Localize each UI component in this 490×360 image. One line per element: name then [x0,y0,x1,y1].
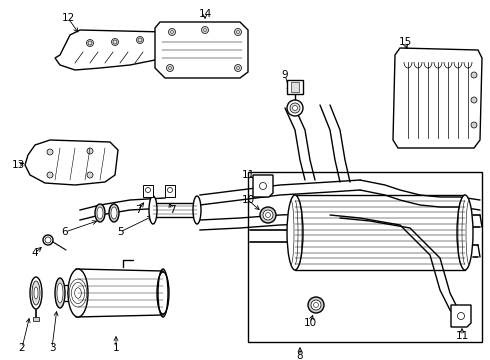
Ellipse shape [157,272,169,314]
Ellipse shape [87,40,94,46]
Ellipse shape [263,210,273,220]
Ellipse shape [87,172,93,178]
Polygon shape [153,203,197,217]
Ellipse shape [471,122,477,128]
Ellipse shape [290,103,300,113]
Text: 10: 10 [303,318,317,328]
Ellipse shape [235,64,242,72]
Ellipse shape [32,281,40,305]
Text: 2: 2 [19,343,25,353]
Ellipse shape [47,149,53,155]
Text: 5: 5 [117,227,123,237]
Ellipse shape [111,207,117,219]
Ellipse shape [193,196,201,224]
Ellipse shape [97,207,103,219]
Text: 6: 6 [62,227,68,237]
Text: 11: 11 [242,170,255,180]
Ellipse shape [471,97,477,103]
Polygon shape [393,48,482,148]
Ellipse shape [112,39,119,45]
Text: 4: 4 [32,248,38,258]
Ellipse shape [30,277,42,309]
Polygon shape [253,175,273,197]
Text: 15: 15 [398,37,412,47]
Polygon shape [68,269,168,317]
Ellipse shape [308,297,324,313]
Text: 3: 3 [49,343,55,353]
Ellipse shape [57,283,63,303]
Ellipse shape [87,148,93,154]
Bar [33,317,39,321]
Ellipse shape [235,28,242,36]
Ellipse shape [43,235,53,245]
Text: 11: 11 [455,331,468,341]
Text: 12: 12 [61,13,74,23]
Ellipse shape [287,195,303,270]
Ellipse shape [457,195,473,270]
Text: 7: 7 [169,205,175,215]
Text: 8: 8 [296,351,303,360]
Ellipse shape [137,36,144,44]
Ellipse shape [311,300,321,310]
Polygon shape [143,185,153,197]
Text: 13: 13 [11,160,24,170]
Ellipse shape [55,278,65,308]
Text: 9: 9 [282,70,288,80]
Ellipse shape [68,269,88,317]
Ellipse shape [109,204,119,222]
Polygon shape [165,185,175,197]
Ellipse shape [167,64,173,72]
Ellipse shape [169,28,175,36]
Bar [291,82,299,92]
Text: 10: 10 [242,195,255,205]
Ellipse shape [47,172,53,178]
Bar [295,195,465,270]
Polygon shape [55,30,168,70]
Ellipse shape [149,196,157,224]
Text: 7: 7 [135,205,141,215]
Ellipse shape [471,72,477,78]
Ellipse shape [260,207,276,223]
Text: 14: 14 [198,9,212,19]
Text: 1: 1 [113,343,119,353]
Ellipse shape [34,287,38,299]
Ellipse shape [201,27,209,33]
Bar [287,80,303,94]
Bar [248,172,482,342]
Ellipse shape [95,204,105,222]
Polygon shape [25,140,118,185]
Polygon shape [155,22,248,78]
Ellipse shape [293,105,297,111]
Ellipse shape [287,100,303,116]
Polygon shape [451,305,471,327]
